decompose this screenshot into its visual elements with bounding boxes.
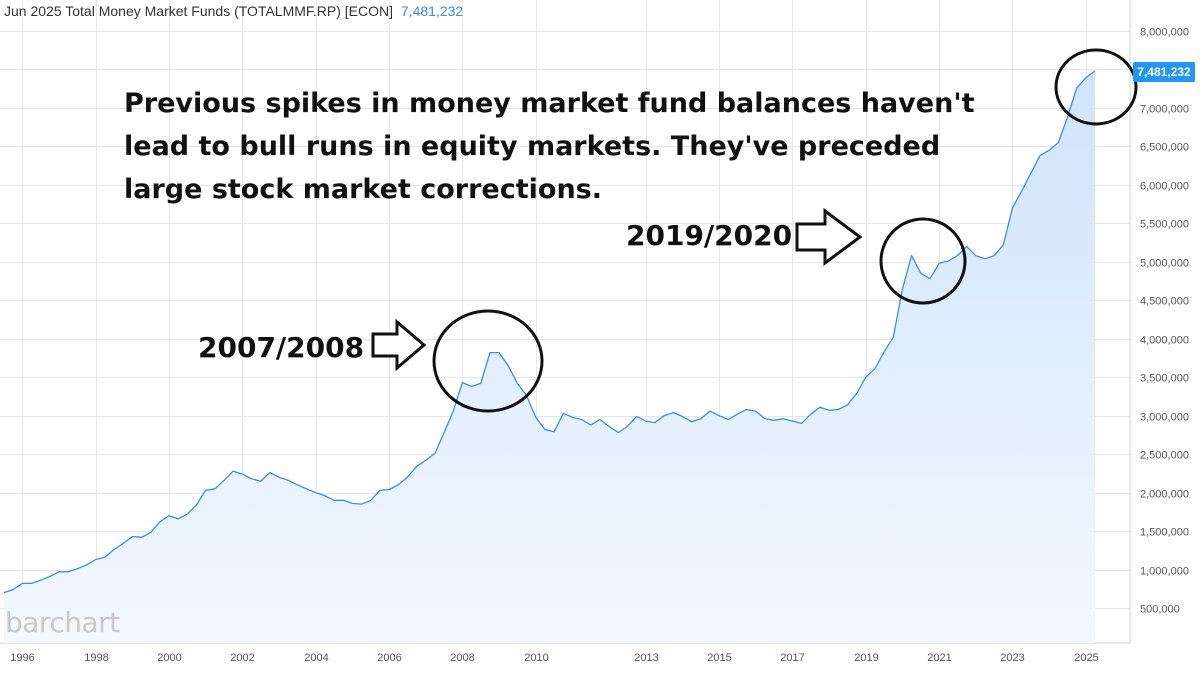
x-tick-label: 2025 xyxy=(1074,652,1098,664)
last-price-tag: 7,481,232 xyxy=(1133,62,1195,82)
x-tick-label: 2023 xyxy=(1000,652,1024,664)
x-tick-label: 1998 xyxy=(84,652,108,664)
x-tick-label: 2010 xyxy=(524,652,548,664)
y-tick-label: 1,500,000 xyxy=(1140,527,1189,539)
series-line xyxy=(3,70,1096,594)
x-tick-label: 2002 xyxy=(230,652,254,664)
x-tick-label: 2004 xyxy=(304,652,328,664)
chart-title: Jun 2025 Total Money Market Funds (TOTAL… xyxy=(4,3,394,19)
series-layer xyxy=(3,70,1096,643)
annotation-layer xyxy=(371,48,1138,413)
y-tick-label: 3,000,000 xyxy=(1140,412,1189,424)
y-tick-label: 2,500,000 xyxy=(1140,450,1189,462)
arrow-2008 xyxy=(371,318,427,372)
y-tick-label: 1,000,000 xyxy=(1140,566,1189,578)
y-tick-label: 2,000,000 xyxy=(1140,489,1189,501)
y-tick-label: 4,000,000 xyxy=(1140,335,1189,347)
barchart-logo: barchart xyxy=(5,606,120,639)
x-tick-label: 2013 xyxy=(634,652,658,664)
x-tick-label: 2017 xyxy=(780,652,804,664)
y-tick-label: 4,500,000 xyxy=(1140,296,1189,308)
y-tick-label: 6,000,000 xyxy=(1140,181,1189,193)
label-2019-2020: 2019/2020 xyxy=(626,219,793,252)
last-value: 7,481,232 xyxy=(400,3,464,19)
label-2007-2008: 2007/2008 xyxy=(198,331,365,364)
y-tick-label: 6,500,000 xyxy=(1140,142,1189,154)
chart-header: Jun 2025 Total Money Market Funds (TOTAL… xyxy=(4,3,463,19)
y-tick-label: 3,500,000 xyxy=(1140,373,1189,385)
y-tick-label: 500,000 xyxy=(1140,604,1180,616)
x-tick-label: 2015 xyxy=(707,652,731,664)
x-tick-label: 2019 xyxy=(854,652,878,664)
x-tick-label: 2000 xyxy=(157,652,181,664)
y-tick-label: 7,000,000 xyxy=(1140,104,1189,116)
highlight-circle-2020 xyxy=(879,217,967,305)
x-tick-label: 1996 xyxy=(10,652,34,664)
y-tick-label: 5,500,000 xyxy=(1140,219,1189,231)
x-tick-label: 2021 xyxy=(927,652,951,664)
highlight-circle-2025 xyxy=(1054,48,1138,126)
x-tick-label: 2008 xyxy=(450,652,474,664)
x-tick-label: 2006 xyxy=(377,652,401,664)
main-annotation: Previous spikes in money market fund bal… xyxy=(124,88,975,205)
y-tick-label: 5,000,000 xyxy=(1140,258,1189,270)
y-tick-label: 8,000,000 xyxy=(1140,27,1189,39)
series-area xyxy=(4,70,1095,643)
highlight-circle-2008 xyxy=(432,309,544,413)
arrow-2019 xyxy=(795,208,863,266)
